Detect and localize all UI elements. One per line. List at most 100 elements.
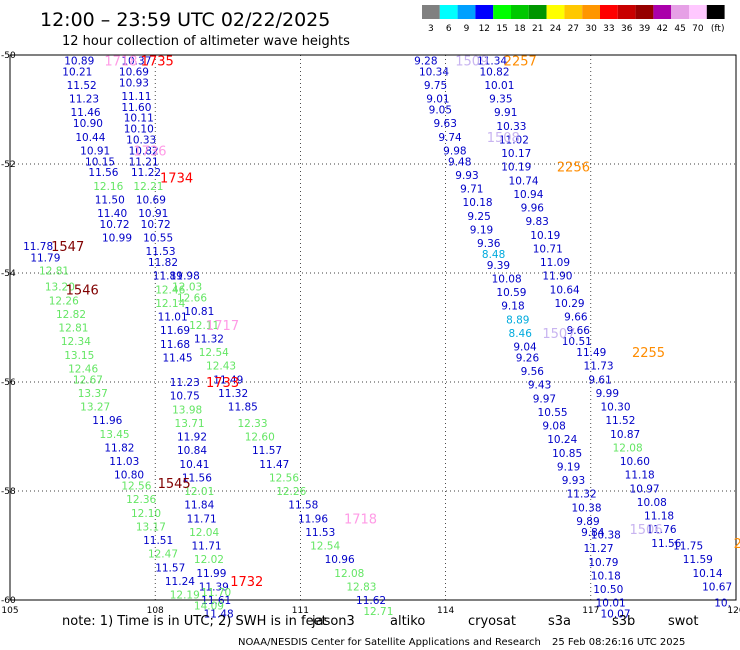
y-tick-label: -52 [1,160,16,170]
pass-time-label: 2255 [632,346,665,361]
pass-time-label: 1734 [160,172,193,187]
swh-value-label: 11.52 [67,80,97,92]
legend-swatch [617,5,636,19]
swh-value-label: 10.08 [492,273,522,285]
swh-value-label: 12.08 [334,568,364,580]
swh-value-label: 11.23 [170,377,200,389]
swh-value-label: 11.68 [160,339,190,351]
legend-tick-label: 70 [692,24,704,34]
legend-swatch [635,5,654,19]
swh-value-label: 10.71 [533,243,563,255]
swh-value-label: 10.72 [100,219,130,231]
swh-value-label: 9.48 [448,156,471,168]
pass-time-label: 1508 [487,131,520,146]
swh-value-label: 9.35 [489,94,512,106]
pass-time-label: 2256 [557,161,590,176]
legend-swatch [582,5,600,19]
swh-value-label: 11.69 [160,325,190,337]
swh-value-label: 12.56 [269,472,299,484]
swh-value-label: 11.47 [259,459,289,471]
swh-value-label: 10.37 [121,55,151,67]
pass-time-label: 1736 [133,144,166,159]
swh-value-label: 11.90 [542,271,572,283]
swh-value-label: 10.21 [62,66,92,78]
mission-label-altiko: altiko [390,614,425,629]
swh-value-label: 10.01 [484,80,514,92]
swh-value-label: 10.93 [119,77,149,89]
swh-value-label: 10.64 [550,284,580,296]
swh-value-label: 11.96 [298,513,328,525]
swh-value-label: 11.57 [155,562,185,574]
swh-value-label: 10.33 [126,134,156,146]
swh-value-label: 12.54 [310,541,340,553]
swh-value-label: 11.40 [97,208,127,220]
plot-frame [9,54,737,601]
swh-value-label: 10.79 [588,557,618,569]
swh-value-label: 11.32 [218,388,248,400]
swh-value-label: 12.71 [363,606,393,618]
swh-value-label: 10.19 [530,230,560,242]
swh-value-label: 11.32 [567,489,597,501]
swh-value-label: 10.59 [496,287,526,299]
swh-value-label: 11.34 [477,55,507,67]
swh-value-label: 10.19 [501,162,531,174]
swh-value-label: 12.04 [189,527,219,539]
legend-tick-label: 30 [585,24,597,34]
swh-value-label: 11.51 [143,535,173,547]
swh-value-label: 11.48 [204,609,234,621]
swh-value-label: 11.56 [88,167,118,179]
swh-value-label: 11.82 [148,257,178,269]
legend-tick-label: 9 [464,24,470,34]
swh-value-label: 9.89 [576,516,599,528]
chart-title: 12:00 – 23:59 UTC 02/22/2025 [40,9,330,31]
swh-value-label: 9.08 [542,421,565,433]
swh-value-label: 10.99 [102,233,132,245]
mission-label-swot: swot [668,614,698,629]
swh-value-label: 10.29 [555,298,585,310]
legend-tick-label: 3 [428,24,434,34]
swh-value-label: 10. [714,598,731,610]
swh-value-label: 10.87 [610,429,640,441]
swh-value-label: 8.89 [506,314,529,326]
color-legend: 3 6 9 12 15 18 21 24 27 30 33 36 39 42 45 70 (ft) [422,5,725,34]
swh-value-label: 9.93 [562,475,585,487]
pass-time-label: 1718 [104,54,137,69]
swh-value-label: 11.62 [356,595,386,607]
y-tick-label: -54 [1,269,16,279]
legend-tick-label: 6 [446,24,452,34]
swh-value-label: 10.17 [501,148,531,160]
mission-label-cryosat: cryosat [468,614,516,629]
swh-value-label: 12.33 [237,418,267,430]
swh-value-label: 10.34 [419,66,449,78]
swh-value-label: 10.07 [600,609,630,621]
swh-value-label: 11.85 [228,402,258,414]
x-tick-label: 108 [147,606,164,616]
pass-time-label: 1545 [158,477,191,492]
footer-note: note: 1) Time is in UTC; 2) SWH is in fe… [62,614,327,629]
swh-value-label: 12.01 [184,486,214,498]
swh-value-label: 11.18 [625,470,655,482]
swh-value-label: 11.75 [673,541,703,553]
swh-value-label: 12.60 [245,432,275,444]
legend-swatch [457,5,476,19]
swh-value-label: 10.15 [85,156,115,168]
swh-value-label: 12.46 [155,284,185,296]
swh-value-label: 10.72 [141,219,171,231]
y-tick-label: -56 [1,378,16,388]
swh-value-label: 11.02 [499,134,529,146]
pass-time-label: 1735 [141,54,174,69]
y-tick-labels: -50 -52 -54 -56 -58 -60 [1,51,16,606]
swh-value-label: 12.82 [56,309,86,321]
swh-value-label: 9.19 [557,461,580,473]
swh-value-label: 9.66 [567,325,591,337]
credit-text: NOAA/NESDIS Center for Satellite Applica… [238,637,541,648]
swh-value-label: 13.45 [100,429,130,441]
swh-value-label: 11.18 [644,511,674,523]
swh-value-label: 10.96 [325,554,355,566]
legend-swatch [689,5,707,19]
swh-value-label: 10.90 [73,118,103,130]
footer: note: 1) Time is in UTC; 2) SWH is in fe… [62,614,698,648]
swh-value-label: 9.18 [501,301,524,313]
swh-value-label: 11.27 [584,543,614,555]
pass-time-label: 1732 [230,575,263,590]
